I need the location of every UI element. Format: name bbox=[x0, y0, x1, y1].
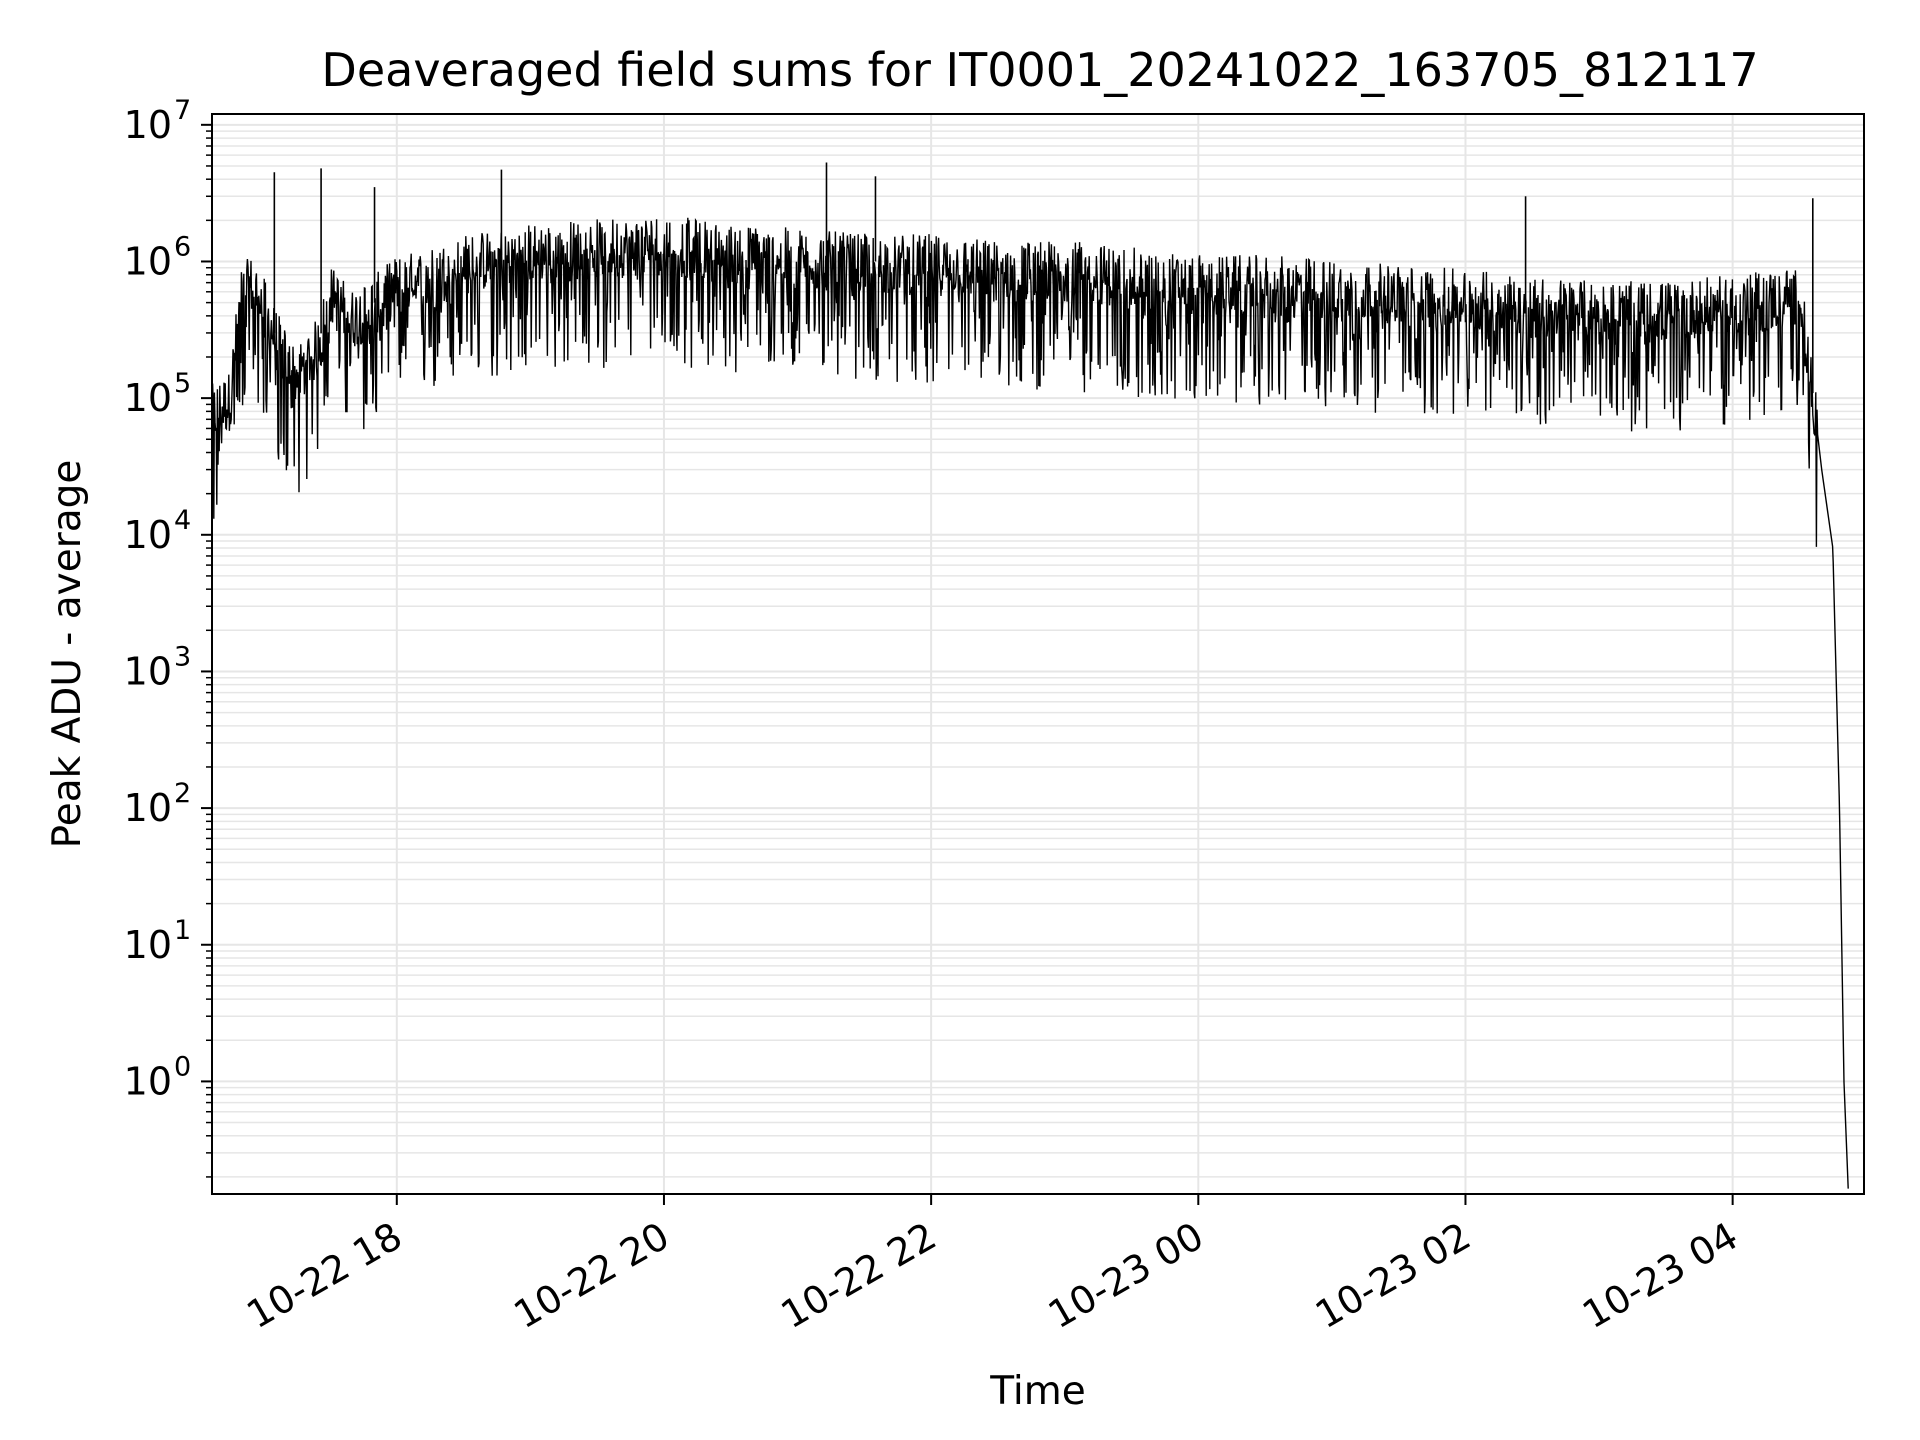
x-tick-label: 10-22 20 bbox=[506, 1214, 676, 1338]
x-tick-label: 10-22 18 bbox=[239, 1214, 409, 1338]
x-tick-label: 10-23 02 bbox=[1308, 1214, 1478, 1338]
y-tick-exponent: 5 bbox=[174, 368, 191, 399]
series-line bbox=[211, 217, 1849, 1189]
x-axis: 10-22 18 10-22 20 10-22 22 10-23 00 10-23 02… bbox=[239, 1194, 1745, 1337]
chart-title: Deaveraged field sums for IT0001_2024102… bbox=[321, 43, 1758, 97]
y-tick-exponent: 0 bbox=[174, 1051, 191, 1082]
y-axis-label: Peak ADU - average bbox=[45, 460, 90, 849]
y-tick-exponent: 1 bbox=[174, 915, 191, 946]
plot-frame bbox=[211, 113, 1865, 1195]
y-tick-exponent: 7 bbox=[174, 95, 191, 126]
y-tick-label: 10 bbox=[124, 376, 172, 420]
grid bbox=[212, 114, 1864, 1194]
y-tick-exponent: 4 bbox=[174, 505, 191, 536]
y-tick-exponent: 6 bbox=[174, 231, 191, 262]
y-tick-label: 10 bbox=[124, 786, 172, 830]
x-tick-label: 10-23 00 bbox=[1041, 1214, 1211, 1338]
y-tick-label: 10 bbox=[124, 103, 172, 147]
y-tick-label: 10 bbox=[124, 1059, 172, 1103]
y-tick-exponent: 2 bbox=[174, 778, 191, 809]
x-tick-label: 10-23 04 bbox=[1575, 1214, 1745, 1338]
y-tick-label: 10 bbox=[124, 513, 172, 557]
y-tick-label: 10 bbox=[124, 239, 172, 283]
x-axis-label: Time bbox=[989, 1369, 1085, 1414]
plot-area bbox=[211, 162, 1849, 1189]
y-tick-label: 10 bbox=[124, 923, 172, 967]
y-tick-label: 10 bbox=[124, 649, 172, 693]
x-tick-label: 10-22 22 bbox=[774, 1214, 944, 1338]
y-tick-exponent: 3 bbox=[174, 641, 191, 672]
